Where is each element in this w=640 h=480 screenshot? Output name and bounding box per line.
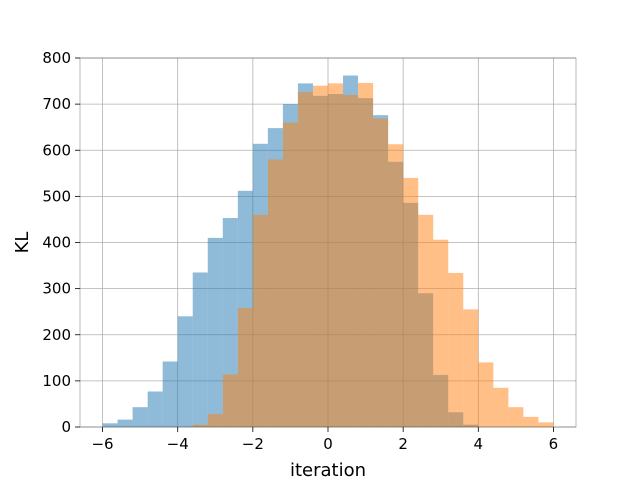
histogram-bar-series-2 xyxy=(418,214,434,427)
x-tick-label: 2 xyxy=(398,435,408,453)
histogram-bar-series-2 xyxy=(403,177,419,427)
x-tick-label: 0 xyxy=(323,435,333,453)
y-tick-label: 400 xyxy=(42,234,71,252)
axis-ticks: −6 −4 −2 0 2 4 6 0 100 200 300 400 500 600 700 800 xyxy=(42,49,558,453)
histogram-bars xyxy=(102,75,554,428)
x-tick-label: −2 xyxy=(242,435,264,453)
x-tick-label: −4 xyxy=(167,435,189,453)
histogram-bar-series-2 xyxy=(192,424,208,427)
histogram-bar-series-1 xyxy=(192,272,208,427)
histogram-bar-series-2 xyxy=(358,82,374,427)
histogram-bar-series-1 xyxy=(147,391,163,427)
x-tick-label: 4 xyxy=(474,435,484,453)
histogram-bar-series-2 xyxy=(538,422,554,427)
histogram-bar-series-2 xyxy=(297,92,313,427)
histogram-bar-series-2 xyxy=(373,118,389,427)
histogram-bar-series-2 xyxy=(267,159,283,427)
histogram-bar-series-1 xyxy=(132,407,148,427)
histogram-bar-series-2 xyxy=(328,83,344,428)
y-tick-label: 200 xyxy=(42,326,71,344)
histogram-bar-series-2 xyxy=(523,416,539,427)
histogram-bar-series-1 xyxy=(117,419,133,427)
histogram-bar-series-2 xyxy=(433,239,449,427)
y-tick-label: 100 xyxy=(42,372,71,390)
histogram-bar-series-2 xyxy=(252,214,268,427)
histogram-bar-series-2 xyxy=(508,407,524,427)
histogram-bar-series-2 xyxy=(343,94,359,428)
histogram-bar-series-2 xyxy=(282,122,298,427)
histogram-bar-series-2 xyxy=(448,272,464,427)
x-axis-label: iteration xyxy=(290,460,366,480)
histogram-bar-series-2 xyxy=(312,85,328,428)
histogram-bar-series-2 xyxy=(222,374,238,427)
y-tick-label: 700 xyxy=(42,95,71,113)
y-axis-label: KL xyxy=(12,232,33,254)
histogram-bar-series-2 xyxy=(463,309,479,427)
histogram-bar-series-2 xyxy=(493,387,509,427)
histogram-bar-series-1 xyxy=(102,423,118,427)
y-tick-label: 0 xyxy=(61,418,71,436)
y-tick-label: 300 xyxy=(42,280,71,298)
x-tick-label: −6 xyxy=(91,435,113,453)
histogram-bar-series-2 xyxy=(478,362,494,427)
x-tick-label: 6 xyxy=(549,435,559,453)
y-tick-label: 500 xyxy=(42,187,71,205)
y-tick-label: 800 xyxy=(42,49,71,67)
histogram-bar-series-2 xyxy=(237,307,253,427)
y-tick-label: 600 xyxy=(42,141,71,159)
histogram-bar-series-1 xyxy=(177,316,193,427)
histogram-bar-series-1 xyxy=(207,237,223,427)
histogram-bar-series-2 xyxy=(207,414,223,427)
histogram-bar-series-2 xyxy=(388,144,404,427)
histogram-bar-series-1 xyxy=(162,361,178,427)
